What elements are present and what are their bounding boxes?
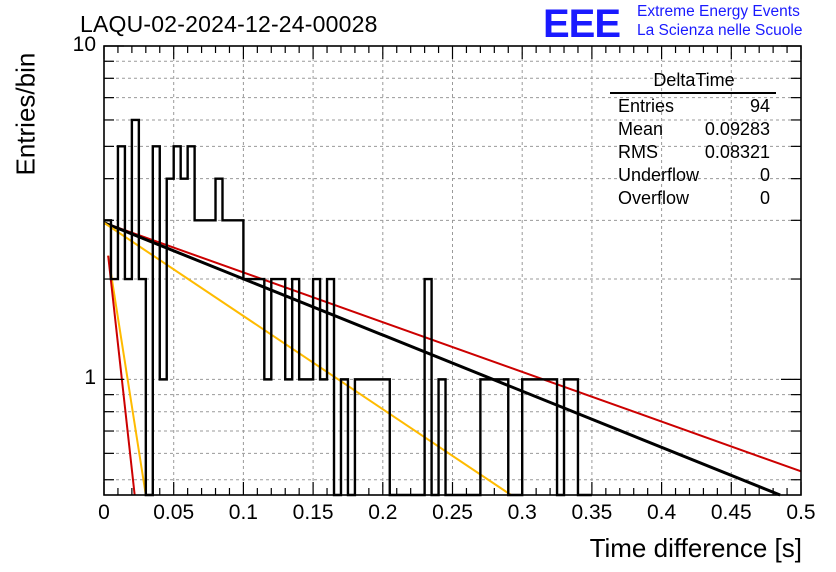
stats-row-mean: Mean 0.09283 [610,119,780,142]
stats-row-entries: Entries 94 [610,96,780,119]
x-tick-label: 0.3 [507,501,537,524]
x-axis-label: Time difference [s] [589,533,802,563]
x-tick-label: 0.15 [292,501,334,524]
stats-row-underflow: Underflow 0 [610,165,780,188]
logo-caption-line2: La Scienza nelle Scuole [637,22,803,39]
stats-title-underline [610,92,776,94]
y-axis-label-wrap: Entries/bin [4,53,41,180]
x-tick-label: 0 [98,501,110,524]
stats-row-overflow: Overflow 0 [610,188,780,211]
stats-title: DeltaTime [653,70,735,90]
logo-caption: Extreme Energy Events La Scienza nelle S… [637,2,802,40]
stats-box: DeltaTime Entries 94 Mean 0.09283 RMS 0.… [610,70,780,211]
fit-line-3 [107,255,147,496]
x-tick-label: 0.25 [432,501,473,524]
y-axis-label: Entries/bin [10,52,41,176]
fit-line-1 [103,221,781,497]
stats-value: 0.09283 [704,119,770,139]
stats-label: RMS [618,142,658,162]
x-tick-label: 0.5 [786,501,816,524]
stats-label: Entries [618,96,675,116]
stats-label: Overflow [618,188,690,208]
fit-lines [103,221,802,497]
x-tick-label: 0.45 [710,501,752,524]
y-tick-label: 1 [84,366,96,390]
eee-logo: EEE [543,2,621,46]
x-tick-label: 0.05 [153,501,195,524]
stats-label: Mean [618,119,664,139]
stats-row-rms: RMS 0.08321 [610,142,780,165]
x-tick-label: 0.35 [571,501,613,524]
histogram-outline [104,118,592,497]
stats-value: 94 [749,96,770,116]
axis-ticks [103,45,802,495]
fit-line-2 [103,221,512,496]
plot-title: LAQU-02-2024-12-24-00028 [80,11,378,37]
stats-value: 0 [759,165,770,185]
fit-line-0 [103,221,802,473]
x-tick-label: 0.4 [646,501,677,524]
y-tick-label: 10 [72,33,96,56]
stats-value: 0.08321 [704,142,770,162]
x-tick-label: 0.1 [228,501,258,524]
stats-label: Underflow [618,165,700,185]
fit-line-4 [107,255,136,496]
logo-caption-line1: Extreme Energy Events [637,3,800,20]
x-tick-label: 0.2 [368,501,398,524]
stats-value: 0 [759,188,770,208]
